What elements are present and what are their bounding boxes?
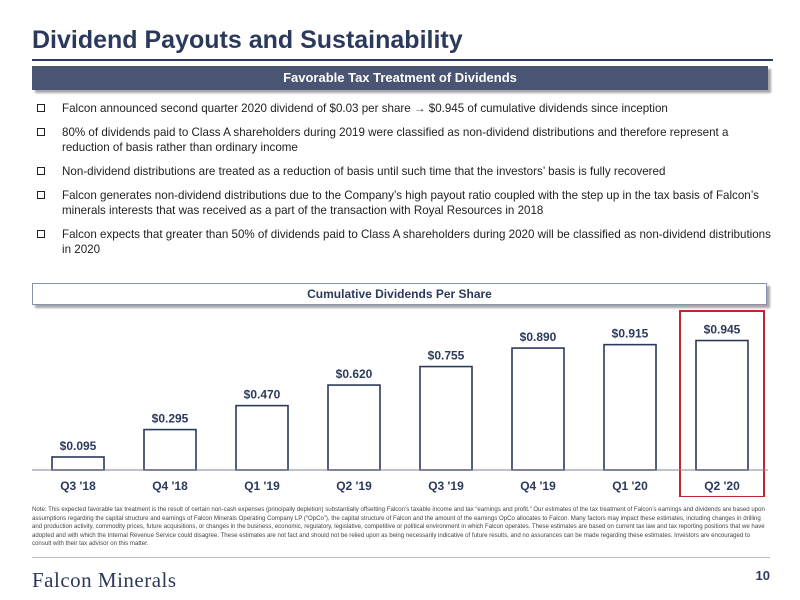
bar-Q2 '20 xyxy=(695,339,749,471)
category-label: Q1 '19 xyxy=(244,479,280,493)
company-logo: Falcon Minerals xyxy=(32,568,177,592)
category-label: Q2 '19 xyxy=(336,479,372,493)
footer-divider xyxy=(32,557,770,558)
bar-Q1 '20 xyxy=(603,343,657,471)
bar-chart-svg: $0.095 Q3 '18 $0.295 Q4 '18 $0.470 Q1 '19 $0.6… xyxy=(32,310,768,497)
data-label: $0.890 xyxy=(520,330,557,344)
bullet-item: Falcon generates non-dividend distributi… xyxy=(36,188,771,218)
data-label: $0.755 xyxy=(428,349,465,363)
chart-title: Cumulative Dividends Per Share xyxy=(32,283,767,305)
checkbox-bullet-icon xyxy=(37,191,45,199)
bar-Q4 '19 xyxy=(511,347,565,471)
category-label: Q3 '18 xyxy=(60,479,96,493)
category-label: Q4 '19 xyxy=(520,479,556,493)
data-label: $0.620 xyxy=(336,367,373,381)
checkbox-bullet-icon xyxy=(37,230,45,238)
checkbox-bullet-icon xyxy=(37,128,45,136)
data-label: $0.470 xyxy=(244,388,281,402)
checkbox-bullet-icon xyxy=(37,167,45,175)
bar-Q4 '18 xyxy=(143,428,197,471)
bullet-text: Non-dividend distributions are treated a… xyxy=(62,165,666,178)
category-label: Q1 '20 xyxy=(612,479,648,493)
data-label: $0.295 xyxy=(152,412,189,426)
bullet-list: Falcon announced second quarter 2020 div… xyxy=(36,101,771,266)
bar-Q2 '19 xyxy=(327,384,381,471)
page-title: Dividend Payouts and Sustainability xyxy=(32,26,463,54)
bar-Q1 '19 xyxy=(235,404,289,471)
bullet-text: 80% of dividends paid to Class A shareho… xyxy=(62,126,729,154)
footnote: Note: This expected favorable tax treatm… xyxy=(32,506,765,548)
data-label: $0.945 xyxy=(704,323,741,337)
highlight-box xyxy=(679,310,765,497)
bullet-text: Falcon announced second quarter 2020 div… xyxy=(62,102,668,115)
bullet-item: Falcon expects that greater than 50% of … xyxy=(36,227,771,257)
page-number: 10 xyxy=(755,568,770,583)
section-banner: Favorable Tax Treatment of Dividends xyxy=(32,66,768,90)
bullet-item: 80% of dividends paid to Class A shareho… xyxy=(36,125,771,155)
title-underline xyxy=(32,59,773,61)
bullet-item: Falcon announced second quarter 2020 div… xyxy=(36,101,771,116)
bullet-text: Falcon expects that greater than 50% of … xyxy=(62,228,771,256)
bar-Q3 '18 xyxy=(51,456,105,471)
bar-Q3 '19 xyxy=(419,365,473,471)
bullet-item: Non-dividend distributions are treated a… xyxy=(36,164,771,179)
dividends-chart: $0.095 Q3 '18 $0.295 Q4 '18 $0.470 Q1 '19 $0.6… xyxy=(32,305,768,497)
data-label: $0.095 xyxy=(60,439,97,453)
category-label: Q3 '19 xyxy=(428,479,464,493)
category-label: Q2 '20 xyxy=(704,479,740,493)
category-label: Q4 '18 xyxy=(152,479,188,493)
data-label: $0.915 xyxy=(612,327,649,341)
bullet-text: Falcon generates non-dividend distributi… xyxy=(62,189,759,217)
checkbox-bullet-icon xyxy=(37,104,45,112)
